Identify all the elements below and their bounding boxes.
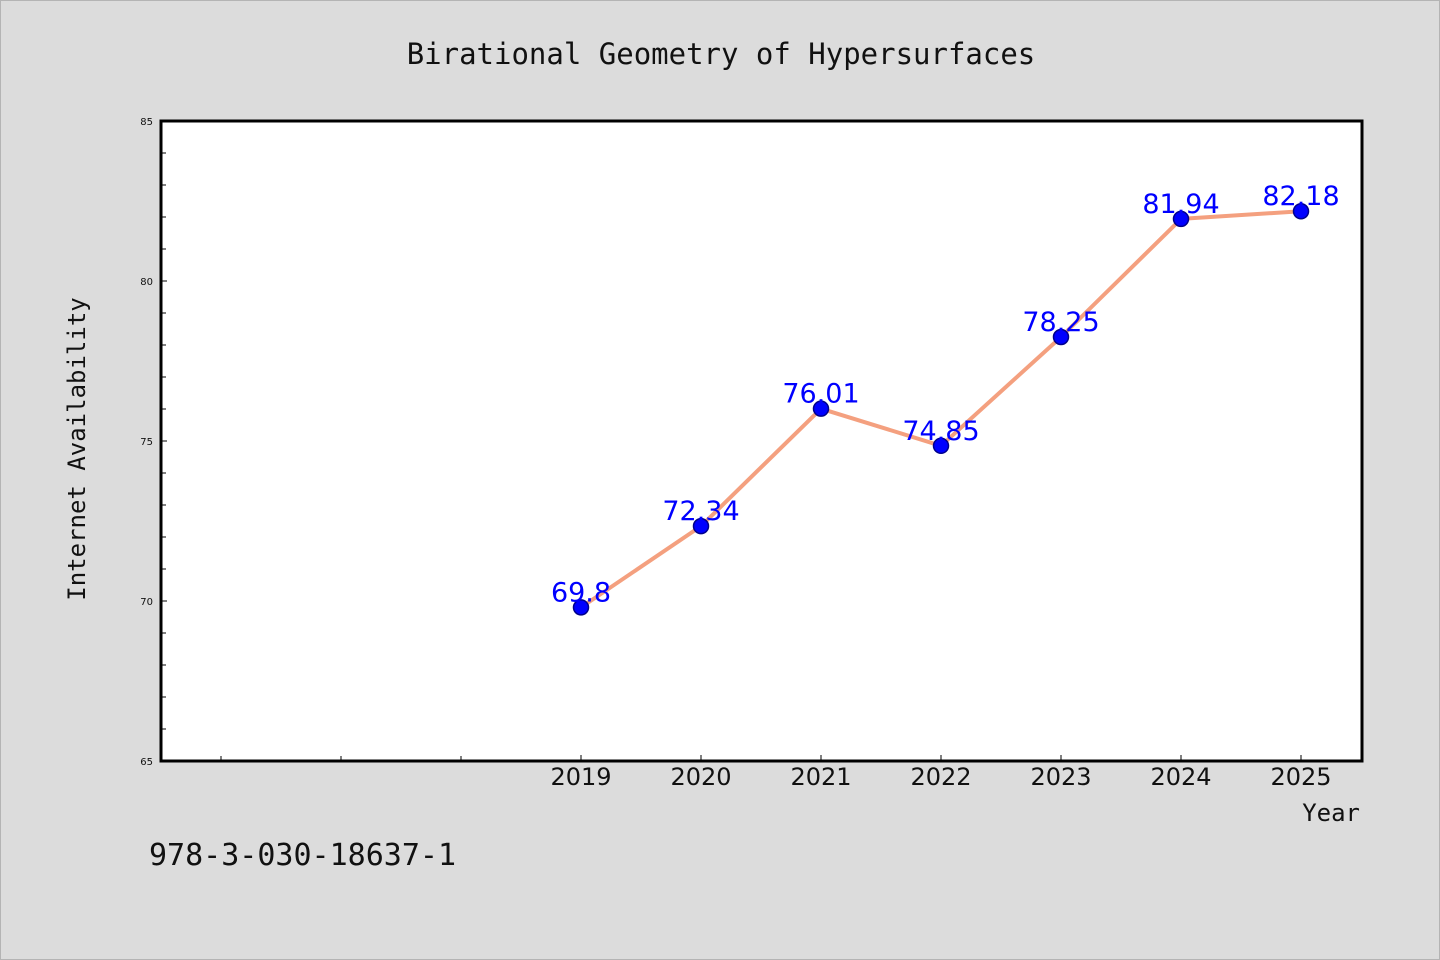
x-tick-label: 2022 xyxy=(910,763,971,791)
data-label: 76.01 xyxy=(782,379,859,410)
x-tick-label: 2024 xyxy=(1150,763,1211,791)
data-point xyxy=(1052,328,1070,346)
y-tick-label: 70 xyxy=(140,597,153,608)
data-point xyxy=(1172,210,1190,228)
footnote: 978-3-030-18637-1 xyxy=(149,838,456,873)
data-point xyxy=(572,599,590,616)
x-tick-label: 2019 xyxy=(550,763,611,791)
y-axis-label: Internet Availability xyxy=(63,297,91,600)
y-tick-label: 80 xyxy=(140,277,153,288)
y-tick-label: 65 xyxy=(140,757,153,768)
data-point xyxy=(692,517,710,535)
y-axis: 65 70 75 80 85 xyxy=(140,117,167,768)
series-group: 69.8 72.34 76.01 74.85 78.25 81.94 82.18 xyxy=(551,181,1340,616)
data-label: 72.34 xyxy=(662,496,739,527)
data-point xyxy=(812,400,830,417)
plot-area xyxy=(159,119,1364,763)
x-axis: 2019 2020 2021 2022 2023 2024 2025 xyxy=(220,755,1332,791)
x-axis-label: Year xyxy=(1302,799,1360,827)
data-label: 81.94 xyxy=(1142,189,1219,220)
y-tick-label: 75 xyxy=(140,437,153,448)
chart-title: Birational Geometry of Hypersurfaces xyxy=(407,37,1036,71)
x-tick-label: 2021 xyxy=(790,763,851,791)
data-label: 69.8 xyxy=(551,577,611,608)
data-label: 82.18 xyxy=(1262,181,1339,212)
data-point xyxy=(1292,202,1310,220)
x-tick-label: 2025 xyxy=(1270,763,1331,791)
data-point xyxy=(932,437,950,455)
data-label: 78.25 xyxy=(1022,307,1099,338)
x-tick-label: 2023 xyxy=(1030,763,1091,791)
x-tick-label: 2020 xyxy=(670,763,731,791)
data-label: 74.85 xyxy=(902,416,979,447)
y-tick-label: 85 xyxy=(140,117,153,128)
